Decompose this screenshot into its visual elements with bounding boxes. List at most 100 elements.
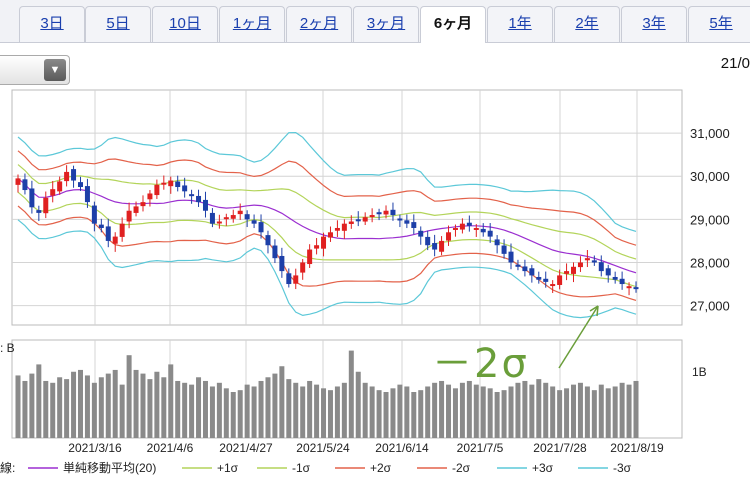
- volume-bar: [522, 380, 528, 438]
- candle-up: [439, 240, 445, 252]
- volume-bar: [452, 388, 458, 438]
- volume-bar: [189, 384, 195, 438]
- tab-3d[interactable]: 3日: [19, 6, 85, 42]
- volume-bar: [383, 392, 389, 438]
- volume-bar: [494, 392, 500, 438]
- y-tick-label: 27,000: [690, 299, 730, 314]
- legend-prefix: 線:: [0, 460, 15, 475]
- volume-bar: [209, 386, 215, 438]
- legend-label: +2σ: [370, 461, 392, 475]
- candle-down: [390, 209, 396, 216]
- volume-bar: [230, 392, 236, 438]
- candle-up: [584, 258, 590, 261]
- candle-up: [112, 236, 118, 244]
- plus-3-sigma-line: [17, 131, 637, 232]
- chart-option-select[interactable]: ▼: [0, 55, 70, 85]
- candle-down: [272, 245, 278, 259]
- candle-down: [515, 264, 521, 267]
- candle-up: [369, 215, 375, 218]
- volume-bar: [550, 386, 556, 438]
- candle-down: [196, 195, 202, 203]
- volume-bar: [612, 386, 618, 438]
- tab-3y[interactable]: 3年: [621, 6, 687, 42]
- volume-bar: [432, 382, 438, 438]
- x-tick-label: 2021/4/27: [219, 441, 273, 455]
- tab-1y[interactable]: 1年: [487, 6, 553, 42]
- candle-down: [466, 222, 472, 226]
- legend-label: -1σ: [292, 461, 311, 475]
- candle-up: [564, 271, 570, 274]
- tab-6m[interactable]: 6ヶ月: [420, 6, 486, 43]
- candle-down: [189, 194, 195, 197]
- y-tick-label: 30,000: [690, 169, 730, 184]
- tab-10d[interactable]: 10日: [152, 6, 218, 42]
- volume-bar: [487, 388, 493, 438]
- volume-bar: [341, 382, 347, 438]
- candle-down: [411, 222, 417, 228]
- candle-up: [119, 223, 125, 237]
- plus-2-sigma-line: [17, 150, 637, 246]
- candle-up: [383, 210, 389, 215]
- candle-up: [133, 206, 139, 213]
- candle-up: [571, 266, 577, 274]
- volume-bar: [314, 384, 320, 438]
- volume-bar: [459, 382, 465, 438]
- candle-up: [362, 217, 368, 222]
- candle-up: [64, 171, 70, 182]
- candle-down: [480, 228, 486, 233]
- volume-bar: [300, 386, 306, 438]
- tab-5d[interactable]: 5日: [85, 6, 151, 42]
- candle-down: [522, 266, 528, 272]
- moving-average-line: [17, 177, 637, 274]
- x-tick-label: 2021/3/16: [68, 441, 122, 455]
- candle-down: [425, 236, 431, 246]
- candle-up: [341, 223, 347, 231]
- volume-bar: [140, 373, 146, 438]
- candle-down: [432, 243, 438, 250]
- plus-1-sigma-line: [17, 164, 637, 260]
- legend-label: -3σ: [613, 461, 632, 475]
- volume-bar: [327, 390, 333, 438]
- candle-up: [321, 236, 327, 249]
- volume-bar: [466, 380, 472, 438]
- candle-up: [473, 227, 479, 230]
- volume-bar: [175, 380, 181, 438]
- volume-bar: [22, 380, 28, 438]
- date-range-label: 21/0: [720, 55, 750, 72]
- candle-up: [237, 210, 243, 215]
- candle-up: [223, 217, 229, 220]
- candle-down: [605, 268, 611, 276]
- volume-bar: [91, 382, 97, 438]
- candle-up: [168, 180, 174, 187]
- volume-bar: [571, 384, 577, 438]
- volume-bar: [161, 377, 167, 438]
- candle-down: [355, 219, 361, 222]
- tab-3m[interactable]: 3ヶ月: [353, 6, 419, 42]
- candle-down: [251, 220, 257, 224]
- volume-bar: [244, 384, 250, 438]
- candle-up: [15, 178, 21, 185]
- volume-bar: [480, 386, 486, 438]
- candle-down: [404, 220, 410, 224]
- chevron-down-icon[interactable]: ▼: [44, 59, 66, 81]
- volume-bar: [529, 384, 535, 438]
- tab-2m[interactable]: 2ヶ月: [286, 6, 352, 42]
- candle-up: [334, 227, 340, 231]
- volume-bar: [577, 382, 583, 438]
- volume-bar: [591, 390, 597, 438]
- volume-bar: [43, 380, 49, 438]
- candle-up: [154, 184, 160, 196]
- volume-bar: [473, 384, 479, 438]
- x-tick-label: 2021/6/14: [375, 441, 429, 455]
- volume-bar: [112, 369, 118, 438]
- tab-2y[interactable]: 2年: [554, 6, 620, 42]
- candle-down: [508, 251, 514, 263]
- candle-up: [140, 202, 146, 207]
- x-tick-label: 2021/4/6: [147, 441, 194, 455]
- tab-5y[interactable]: 5年: [688, 6, 750, 42]
- volume-bar: [390, 388, 396, 438]
- legend-label: 単純移動平均(20): [63, 461, 156, 475]
- tab-1m[interactable]: 1ヶ月: [219, 6, 285, 42]
- candle-down: [591, 260, 597, 263]
- candle-up: [50, 189, 56, 196]
